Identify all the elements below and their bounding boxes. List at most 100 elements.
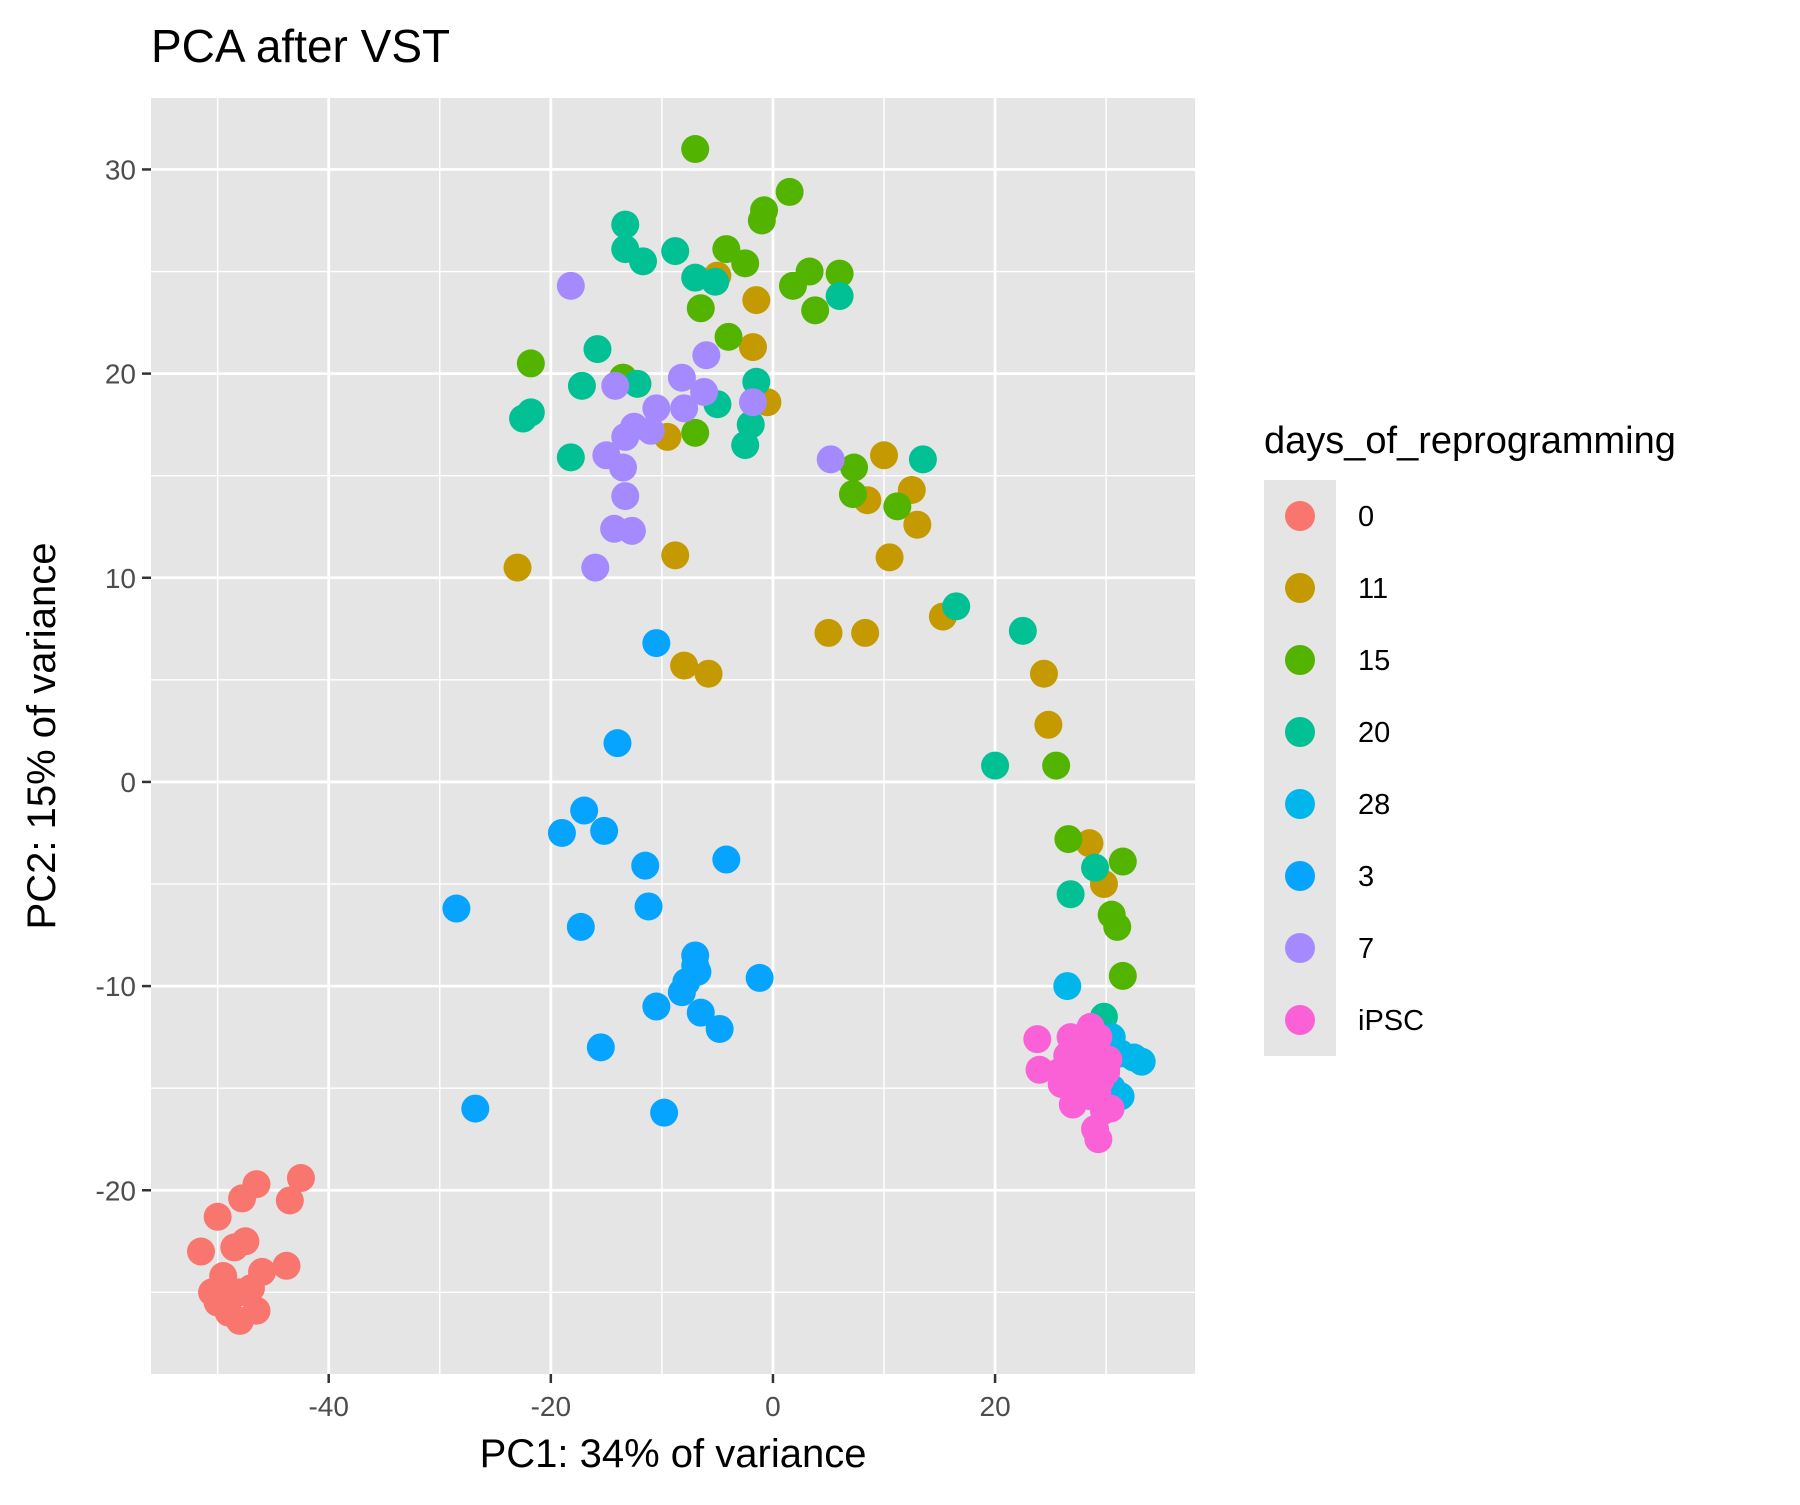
data-point bbox=[590, 816, 619, 845]
series-20 bbox=[509, 210, 1118, 1031]
x-axis: -40 -20 0 20 bbox=[308, 1374, 1011, 1422]
data-point bbox=[686, 998, 715, 1027]
data-point bbox=[670, 394, 699, 423]
legend-key-28 bbox=[1285, 789, 1315, 819]
data-point bbox=[705, 1014, 734, 1043]
data-point bbox=[701, 267, 730, 296]
data-point bbox=[566, 912, 595, 941]
data-point bbox=[186, 1237, 215, 1266]
data-point bbox=[642, 992, 671, 1021]
data-point bbox=[567, 371, 596, 400]
data-point bbox=[731, 431, 760, 460]
data-point bbox=[908, 445, 937, 474]
x-axis-title: PC1: 34% of variance bbox=[480, 1432, 867, 1476]
legend-title: days_of_reprogramming bbox=[1264, 420, 1676, 462]
data-point bbox=[1042, 751, 1071, 780]
data-points bbox=[186, 135, 1156, 1335]
y-axis: -20 -10 0 10 20 30 bbox=[96, 154, 151, 1206]
data-point bbox=[745, 963, 774, 992]
data-point bbox=[242, 1170, 271, 1199]
data-point bbox=[1023, 1025, 1052, 1054]
data-point bbox=[681, 418, 710, 447]
data-point bbox=[601, 371, 630, 400]
data-point bbox=[825, 259, 854, 288]
series-15 bbox=[516, 135, 1137, 990]
legend-label-15: 15 bbox=[1358, 645, 1390, 677]
data-point bbox=[738, 388, 767, 417]
data-point bbox=[461, 1094, 490, 1123]
data-point bbox=[442, 894, 471, 923]
data-point bbox=[631, 851, 660, 880]
data-point bbox=[694, 659, 723, 688]
data-point bbox=[231, 1227, 260, 1256]
data-point bbox=[611, 482, 640, 511]
data-point bbox=[603, 729, 632, 758]
legend-key-3 bbox=[1285, 861, 1315, 891]
x-tick-label: 0 bbox=[765, 1391, 781, 1422]
y-tick-label: 0 bbox=[120, 767, 136, 798]
series-3 bbox=[442, 629, 774, 1127]
data-point bbox=[738, 333, 767, 362]
data-point bbox=[275, 1186, 304, 1215]
chart-title: PCA after VST bbox=[151, 20, 450, 72]
data-point bbox=[642, 394, 671, 423]
data-point bbox=[1054, 825, 1083, 854]
data-point bbox=[801, 296, 830, 325]
legend-key-background bbox=[1264, 480, 1336, 1056]
data-point bbox=[1084, 1125, 1113, 1154]
data-point bbox=[1053, 1041, 1082, 1070]
y-tick-label: 20 bbox=[105, 359, 136, 390]
data-point bbox=[1108, 847, 1137, 876]
data-point bbox=[516, 349, 545, 378]
legend-label-20: 20 bbox=[1358, 717, 1390, 749]
data-point bbox=[747, 206, 776, 235]
data-point bbox=[775, 177, 804, 206]
data-point bbox=[661, 237, 690, 266]
data-point bbox=[690, 377, 719, 406]
series-iPSC bbox=[1023, 1012, 1125, 1154]
y-tick-label: -10 bbox=[96, 971, 136, 1002]
data-point bbox=[203, 1202, 232, 1231]
y-axis-title: PC2: 15% of variance bbox=[20, 543, 64, 930]
data-point bbox=[981, 751, 1010, 780]
data-point bbox=[272, 1251, 301, 1280]
data-point bbox=[1103, 912, 1132, 941]
data-point bbox=[814, 618, 843, 647]
data-point bbox=[1094, 1045, 1123, 1074]
legend-items: 0 11 15 20 28 3 7 iPSC bbox=[1285, 501, 1424, 1037]
legend-key-15 bbox=[1285, 645, 1315, 675]
data-point bbox=[634, 892, 663, 921]
data-point bbox=[611, 210, 640, 239]
data-point bbox=[650, 1098, 679, 1127]
data-point bbox=[712, 845, 741, 874]
x-tick-label: -20 bbox=[531, 1391, 571, 1422]
data-point bbox=[670, 651, 699, 680]
data-point bbox=[636, 416, 665, 445]
data-point bbox=[851, 618, 880, 647]
legend-label-3: 3 bbox=[1358, 861, 1374, 893]
data-point bbox=[586, 1033, 615, 1062]
legend-label-7: 7 bbox=[1358, 933, 1374, 965]
x-tick-label: 20 bbox=[980, 1391, 1011, 1422]
data-point bbox=[681, 135, 710, 164]
data-point bbox=[942, 592, 971, 621]
data-point bbox=[642, 629, 671, 658]
data-point bbox=[236, 1274, 265, 1303]
legend-label-iPSC: iPSC bbox=[1358, 1005, 1424, 1037]
data-point bbox=[742, 286, 771, 315]
series-7 bbox=[556, 271, 845, 582]
y-tick-label: 10 bbox=[105, 563, 136, 594]
data-point bbox=[1096, 1094, 1125, 1123]
data-point bbox=[778, 271, 807, 300]
y-tick-label: 30 bbox=[105, 154, 136, 185]
data-point bbox=[883, 492, 912, 521]
major-grid bbox=[151, 98, 1195, 1374]
data-point bbox=[714, 322, 743, 351]
data-point bbox=[286, 1164, 315, 1193]
series-0 bbox=[186, 1164, 315, 1335]
data-point bbox=[1081, 853, 1110, 882]
data-point bbox=[1127, 1047, 1156, 1076]
minor-grid bbox=[151, 98, 1195, 1374]
